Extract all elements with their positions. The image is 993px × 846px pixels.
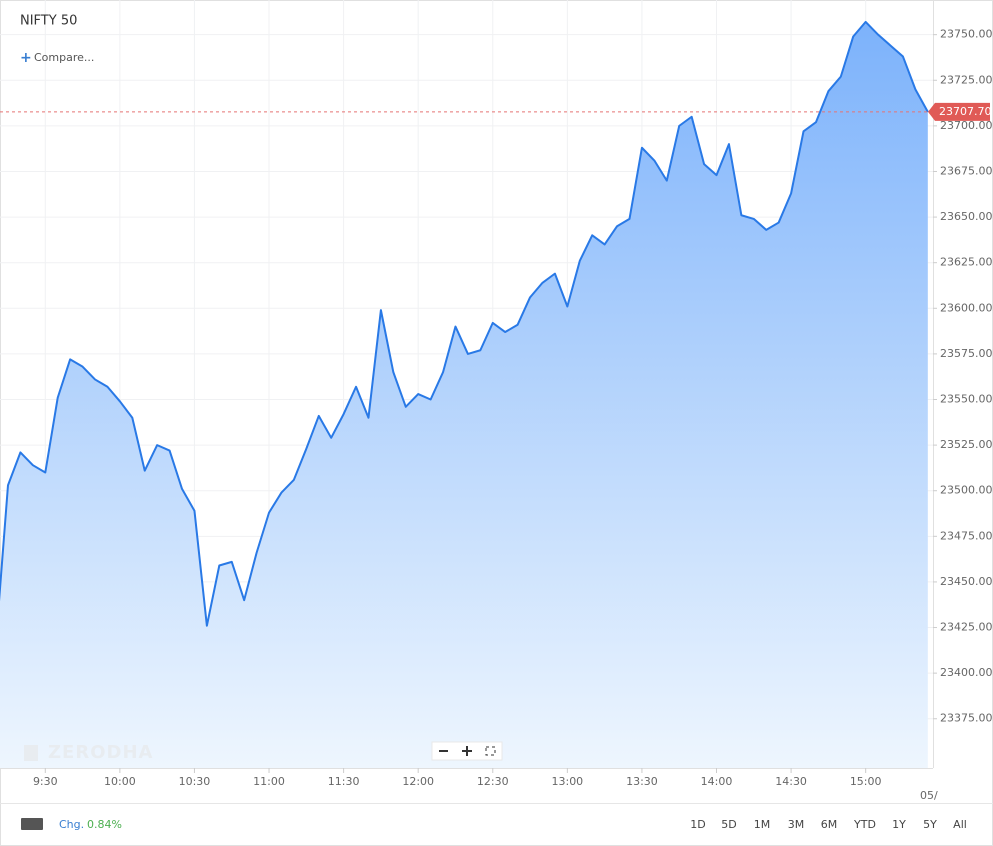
y-tick-label: 23700.00 bbox=[940, 119, 993, 132]
y-tick-label: 23675.00 bbox=[940, 164, 993, 177]
y-tick-label: 23750.00 bbox=[940, 28, 993, 41]
x-tick-label: 15:00 bbox=[850, 775, 882, 788]
chart-title: NIFTY 50 bbox=[20, 14, 77, 29]
range-button[interactable]: 1M bbox=[754, 818, 771, 831]
change-label: Chg. bbox=[59, 818, 84, 831]
watermark: ZERODHA bbox=[48, 742, 153, 763]
y-tick-label: 23725.00 bbox=[940, 73, 993, 86]
watermark-logo bbox=[24, 745, 38, 761]
range-button[interactable]: 1Y bbox=[892, 818, 906, 831]
range-button[interactable]: 1D bbox=[690, 818, 705, 831]
area bbox=[0, 21, 928, 768]
x-tick-label: 12:00 bbox=[402, 775, 434, 788]
y-tick-label: 23650.00 bbox=[940, 210, 993, 223]
range-button[interactable]: YTD bbox=[853, 818, 876, 831]
y-tick-label: 23575.00 bbox=[940, 347, 993, 360]
y-tick-label: 23600.00 bbox=[940, 301, 993, 314]
last-price-tag bbox=[928, 102, 990, 121]
x-tick-label: 9:30 bbox=[33, 775, 58, 788]
compare-plus[interactable]: + bbox=[20, 50, 32, 66]
x-tick-label: 11:30 bbox=[328, 775, 360, 788]
range-button[interactable]: 3M bbox=[788, 818, 805, 831]
range-button[interactable]: All bbox=[953, 818, 967, 831]
x-tick-label: 12:30 bbox=[477, 775, 509, 788]
compare-button[interactable]: Compare... bbox=[34, 51, 94, 64]
x-tick-label: 10:00 bbox=[104, 775, 136, 788]
x-edge-label: 05/ bbox=[920, 789, 938, 802]
x-tick-label: 13:00 bbox=[551, 775, 583, 788]
y-tick-label: 23550.00 bbox=[940, 393, 993, 406]
y-tick-label: 23400.00 bbox=[940, 666, 993, 679]
line bbox=[0, 20, 929, 627]
y-tick-label: 23375.00 bbox=[940, 712, 993, 725]
x-tick-label: 13:30 bbox=[626, 775, 658, 788]
keyboard-icon[interactable] bbox=[21, 818, 43, 830]
x-tick-label: 14:00 bbox=[701, 775, 733, 788]
x-tick-label: 11:00 bbox=[253, 775, 285, 788]
y-tick-label: 23450.00 bbox=[940, 575, 993, 588]
range-buttons: 1D 5D 1M 3M 6M YTD 1Y 5Y All bbox=[690, 818, 967, 831]
fullscreen[interactable] bbox=[485, 746, 496, 756]
range-button[interactable]: 6M bbox=[821, 818, 838, 831]
last-price-label: 23707.70 bbox=[939, 105, 992, 118]
y-tick-label: 23475.00 bbox=[940, 529, 993, 542]
y-tick-label: 23525.00 bbox=[940, 438, 993, 451]
range-button[interactable]: 5Y bbox=[923, 818, 937, 831]
y-tick-label: 23625.00 bbox=[940, 256, 993, 269]
x-tick-label: 14:30 bbox=[775, 775, 807, 788]
x-tick-label: 10:30 bbox=[179, 775, 211, 788]
plot bbox=[0, 20, 929, 768]
y-tick-label: 23425.00 bbox=[940, 621, 993, 634]
range-button[interactable]: 5D bbox=[721, 818, 736, 831]
change-value: 0.84% bbox=[87, 818, 122, 831]
y-tick-label: 23500.00 bbox=[940, 484, 993, 497]
